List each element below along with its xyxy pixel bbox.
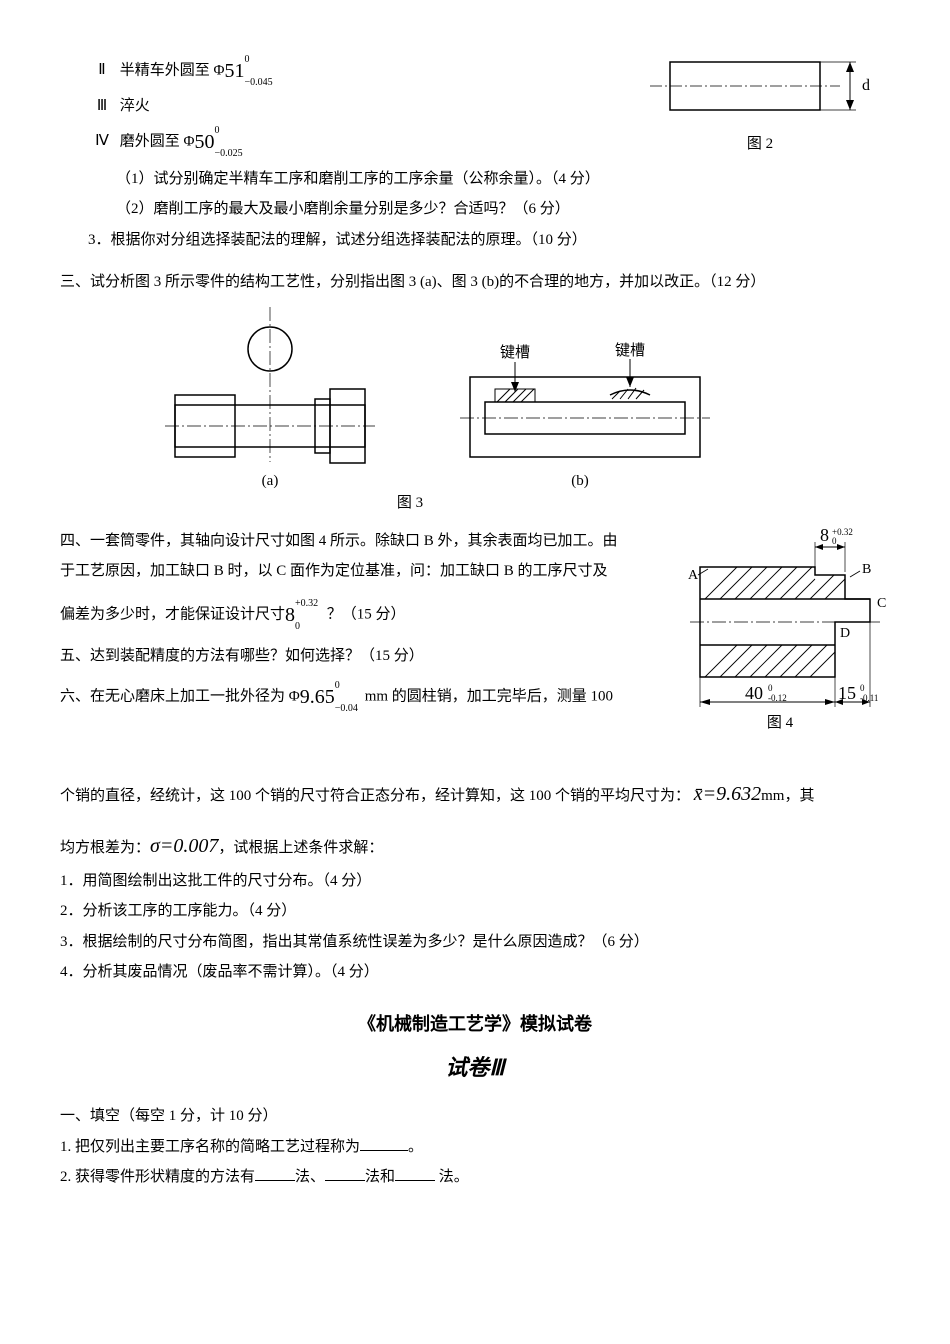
step2-bot: −0.045 (244, 73, 272, 92)
figure-4-svg: 8 +0.32 0 (680, 527, 890, 757)
figure-3: (a) 键槽 键槽 (160, 307, 890, 517)
step4-val: 50 (194, 131, 214, 153)
section-3: 三、试分析图 3 所示零件的结构工艺性，分别指出图 3 (a)、图 3 (b)的… (60, 268, 890, 297)
step2-val: 51 (224, 60, 244, 82)
roman-4: Ⅳ (88, 127, 116, 156)
fill2-post: 法。 (435, 1169, 469, 1185)
blank-2a[interactable] (255, 1165, 295, 1181)
slot-label-2: 键槽 (615, 342, 645, 359)
dim40-bot: -0.12 (768, 693, 787, 703)
sec4c-pre: 偏差为多少时，才能保证设计尺寸 (60, 606, 285, 622)
fig3-a-label: (a) (262, 473, 279, 489)
sec6-val: 9.65 (300, 686, 335, 708)
slot-label-1: 键槽 (500, 344, 530, 361)
step-2-label: 半精车外圆至 Φ (120, 62, 225, 78)
sec4c-post: ？（15 分） (323, 606, 406, 622)
dim-d-label: d (862, 77, 870, 94)
fill1-post: 。 (408, 1139, 423, 1155)
exam-title-1: 《机械制造工艺学》模拟试卷 (60, 1007, 890, 1041)
para2-sigma: σ=0.007 (150, 835, 218, 857)
dim15-top: 0 (860, 683, 865, 693)
blank-2b[interactable] (325, 1165, 365, 1181)
fill-1: 1. 把仅列出主要工序名称的简略工艺过程称为 。 (60, 1133, 890, 1162)
list-item-2: 2．分析该工序的工序能力。（4 分） (60, 897, 890, 926)
step2-top: 0 (244, 50, 249, 69)
figure-2: d 图 2 (650, 50, 890, 160)
para2-pre: 均方根差为： (60, 840, 150, 856)
figure-4-caption: 图 4 (767, 714, 794, 731)
para1-pre: 个销的直径，经统计，这 100 个销的尺寸符合正态分布，经计算知，这 100 个… (60, 788, 690, 804)
fig3-b-label: (b) (571, 473, 589, 489)
dim8-bot: 0 (832, 536, 837, 546)
dim8: 8 (820, 527, 829, 545)
step4-bot: −0.025 (214, 144, 242, 163)
fill1-pre: 1. 把仅列出主要工序名称的简略工艺过程称为 (60, 1139, 360, 1155)
step4-top: 0 (214, 121, 219, 140)
list-item-1: 1．用简图绘制出这批工件的尺寸分布。（4 分） (60, 867, 890, 896)
figure-3-caption: 图 3 (397, 494, 423, 511)
dim15-bot: -0.11 (860, 693, 878, 703)
step-3-label: 淬火 (120, 98, 150, 114)
sec6-bot: −0.04 (335, 699, 358, 718)
fill-2: 2. 获得零件形状精度的方法有 法、 法和 法。 (60, 1163, 890, 1192)
label-C: C (877, 596, 886, 611)
dim40-top: 0 (768, 683, 773, 693)
fill2-mid1: 法、 (295, 1169, 325, 1185)
para-2: 均方根差为：σ=0.007，试根据上述条件求解： (60, 827, 890, 865)
dim15: 15 (838, 683, 856, 703)
question-1: （1）试分别确定半精车工序和磨削工序的工序余量（公称余量）。（4 分） (60, 165, 890, 194)
fill2-pre: 2. 获得零件形状精度的方法有 (60, 1169, 255, 1185)
list-item-3: 3．根据绘制的尺寸分布简图，指出其常值系统性误差为多少？是什么原因造成？（6 分… (60, 928, 890, 957)
figure-4: 8 +0.32 0 (680, 527, 890, 757)
sec6-post: mm 的圆柱销，加工完毕后，测量 100 (365, 688, 613, 704)
question-2: （2）磨削工序的最大及最小磨削余量分别是多少？合适吗？（6 分） (60, 195, 890, 224)
list-item-4: 4．分析其废品情况（废品率不需计算）。（4 分） (60, 958, 890, 987)
figure-2-svg: d 图 2 (650, 50, 890, 160)
sec4c-top: +0.32 (295, 594, 318, 613)
label-D: D (840, 626, 850, 641)
sec4c-val: 8 (285, 604, 295, 626)
dim40: 40 (745, 683, 763, 703)
question-3: 3．根据你对分组选择装配法的理解，试述分组选择装配法的原理。（10 分） (60, 226, 890, 255)
para1-post: mm，其 (761, 788, 814, 804)
roman-3: Ⅲ (88, 92, 116, 121)
sec6-pre: 六、在无心磨床上加工一批外径为 Φ (60, 688, 300, 704)
para-1: 个销的直径，经统计，这 100 个销的尺寸符合正态分布，经计算知，这 100 个… (60, 775, 890, 813)
blank-2c[interactable] (395, 1165, 435, 1181)
label-B: B (862, 562, 871, 577)
blank-1[interactable] (360, 1135, 408, 1151)
para2-post: ，试根据上述条件求解： (218, 840, 383, 856)
label-A: A (688, 568, 699, 583)
exam-title-2: 试卷Ⅲ (60, 1047, 890, 1089)
fill2-mid2: 法和 (365, 1169, 395, 1185)
para1-xbar: x̄=9.632 (694, 783, 761, 805)
sec6-top: 0 (335, 676, 340, 695)
fill-heading: 一、填空（每空 1 分，计 10 分） (60, 1102, 890, 1131)
sec4c-bot: 0 (295, 617, 300, 636)
figure-3-svg: (a) 键槽 键槽 (160, 307, 740, 517)
figure-2-caption: 图 2 (747, 135, 773, 152)
roman-2: Ⅱ (88, 56, 116, 85)
step-4-label: 磨外圆至 Φ (120, 133, 195, 149)
